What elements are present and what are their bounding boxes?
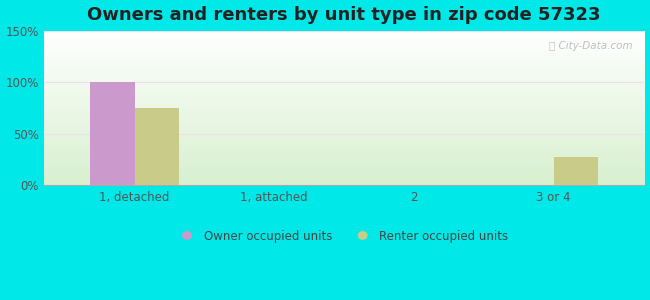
Text: ⓘ City-Data.com: ⓘ City-Data.com	[549, 41, 632, 52]
Legend: Owner occupied units, Renter occupied units: Owner occupied units, Renter occupied un…	[176, 225, 513, 248]
Bar	[554, 158, 599, 185]
Bar	[90, 82, 135, 185]
Bar	[135, 108, 179, 185]
Title: Owners and renters by unit type in zip code 57323: Owners and renters by unit type in zip c…	[87, 6, 601, 24]
